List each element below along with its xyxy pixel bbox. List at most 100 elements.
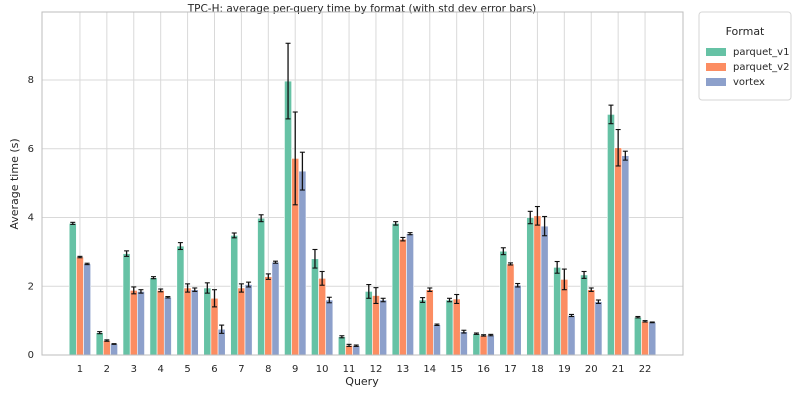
bar-parquet_v1-q10: [311, 258, 319, 356]
bar-parquet_v2-q12: [372, 295, 380, 356]
x-tick-label: 13: [396, 364, 409, 375]
bar-vortex-q15: [459, 331, 468, 356]
bar-parquet_v2-q1: [76, 256, 84, 356]
bar-parquet_v2-q19: [560, 279, 569, 356]
bar-parquet_v1-q9: [284, 80, 292, 356]
bar-parquet_v1-q8: [257, 217, 266, 356]
y-tick-label: 8: [28, 75, 34, 86]
legend-label-parquet_v1: parquet_v1: [733, 47, 789, 58]
x-tick-label: 16: [477, 364, 490, 375]
x-tick-label: 5: [184, 364, 190, 375]
bar-parquet_v2-q17: [506, 263, 515, 356]
bar-vortex-q13: [406, 233, 414, 356]
bar-parquet_v1-q22: [633, 316, 642, 356]
x-tick-label: 6: [211, 364, 217, 375]
x-tick-label: 10: [316, 364, 329, 375]
x-tick-label: 8: [265, 364, 271, 375]
bar-parquet_v1-q2: [95, 332, 104, 356]
x-tick-label: 20: [585, 364, 598, 375]
x-tick-label: 17: [504, 364, 517, 375]
bar-parquet_v2-q20: [587, 289, 596, 356]
bar-parquet_v2-q22: [641, 321, 649, 356]
y-tick-label: 0: [28, 350, 34, 361]
bar-vortex-q10: [325, 299, 334, 356]
bar-vortex-q16: [486, 334, 495, 356]
bar-parquet_v1-q7: [230, 235, 239, 356]
x-tick-label: 14: [423, 364, 436, 375]
bar-parquet_v1-q20: [580, 274, 588, 356]
bar-vortex-q5: [190, 289, 199, 356]
bar-parquet_v2-q13: [398, 238, 407, 356]
bar-parquet_v2-q15: [452, 298, 461, 356]
bar-parquet_v1-q19: [553, 267, 562, 356]
x-tick-label: 21: [612, 364, 625, 375]
bar-parquet_v2-q4: [156, 290, 165, 356]
bar-vortex-q12: [379, 299, 388, 356]
x-axis-label: Query: [345, 375, 379, 388]
x-tick-label: 9: [292, 364, 298, 375]
x-tick-label: 7: [238, 364, 244, 375]
bar-vortex-q7: [244, 284, 253, 356]
y-axis-label: Average time (s): [8, 138, 21, 229]
bar-parquet_v2-q5: [183, 287, 192, 356]
bar-parquet_v1-q12: [364, 291, 373, 356]
bar-parquet_v1-q6: [203, 287, 212, 356]
x-tick-label: 12: [370, 364, 383, 375]
bar-vortex-q3: [137, 291, 145, 356]
x-tick-label: 1: [77, 364, 83, 375]
bar-parquet_v1-q15: [445, 299, 454, 356]
legend-label-vortex: vortex: [733, 77, 765, 88]
bar-parquet_v1-q21: [607, 114, 615, 356]
bar-parquet_v1-q13: [391, 223, 400, 356]
bar-parquet_v2-q3: [129, 290, 138, 356]
bar-vortex-q8: [271, 261, 280, 356]
x-tick-label: 3: [131, 364, 137, 375]
bar-parquet_v1-q16: [472, 333, 481, 356]
bar-parquet_v1-q3: [122, 253, 131, 356]
x-tick-label: 19: [558, 364, 571, 375]
bar-vortex-q14: [433, 324, 441, 356]
y-tick-label: 6: [28, 144, 34, 155]
bar-parquet_v2-q10: [318, 278, 327, 356]
legend-swatch-vortex: [706, 78, 726, 86]
bar-parquet_v2-q14: [425, 289, 434, 356]
bar-parquet_v1-q17: [499, 250, 508, 356]
bar-vortex-q22: [648, 322, 657, 356]
bar-parquet_v1-q14: [418, 299, 427, 356]
x-tick-label: 2: [104, 364, 110, 375]
bar-vortex-q20: [594, 301, 603, 356]
legend-title: Format: [726, 25, 765, 38]
bar-parquet_v1-q5: [176, 245, 185, 356]
y-tick-label: 4: [28, 213, 34, 224]
x-tick-label: 15: [450, 364, 463, 375]
x-tick-label: 11: [343, 364, 356, 375]
y-tick-label: 2: [28, 281, 34, 292]
bar-vortex-q1: [83, 263, 92, 356]
x-tick-label: 22: [639, 364, 652, 375]
x-tick-label: 4: [157, 364, 163, 375]
bar-vortex-q21: [621, 155, 630, 356]
x-tick-label: 18: [531, 364, 544, 375]
bar-parquet_v1-q18: [526, 217, 535, 356]
bar-parquet_v2-q8: [264, 276, 273, 356]
bar-parquet_v2-q16: [479, 335, 488, 356]
bar-parquet_v2-q7: [237, 287, 246, 356]
plot-frame: [41, 11, 684, 356]
bar-vortex-q18: [540, 225, 549, 356]
bar-vortex-q9: [298, 170, 307, 356]
bar-parquet_v1-q4: [149, 277, 158, 356]
bar-vortex-q17: [513, 284, 522, 356]
legend-swatch-parquet_v2: [706, 63, 726, 71]
bar-parquet_v2-q2: [102, 340, 111, 356]
legend-label-parquet_v2: parquet_v2: [733, 62, 789, 73]
bar-vortex-q11: [352, 345, 361, 356]
bar-parquet_v2-q21: [614, 147, 623, 356]
bar-parquet_v2-q18: [533, 215, 542, 356]
bar-vortex-q4: [163, 296, 172, 356]
legend-swatch-parquet_v1: [706, 48, 726, 56]
bar-vortex-q19: [567, 315, 576, 356]
bar-vortex-q2: [110, 343, 118, 356]
bar-parquet_v1-q11: [337, 336, 346, 356]
